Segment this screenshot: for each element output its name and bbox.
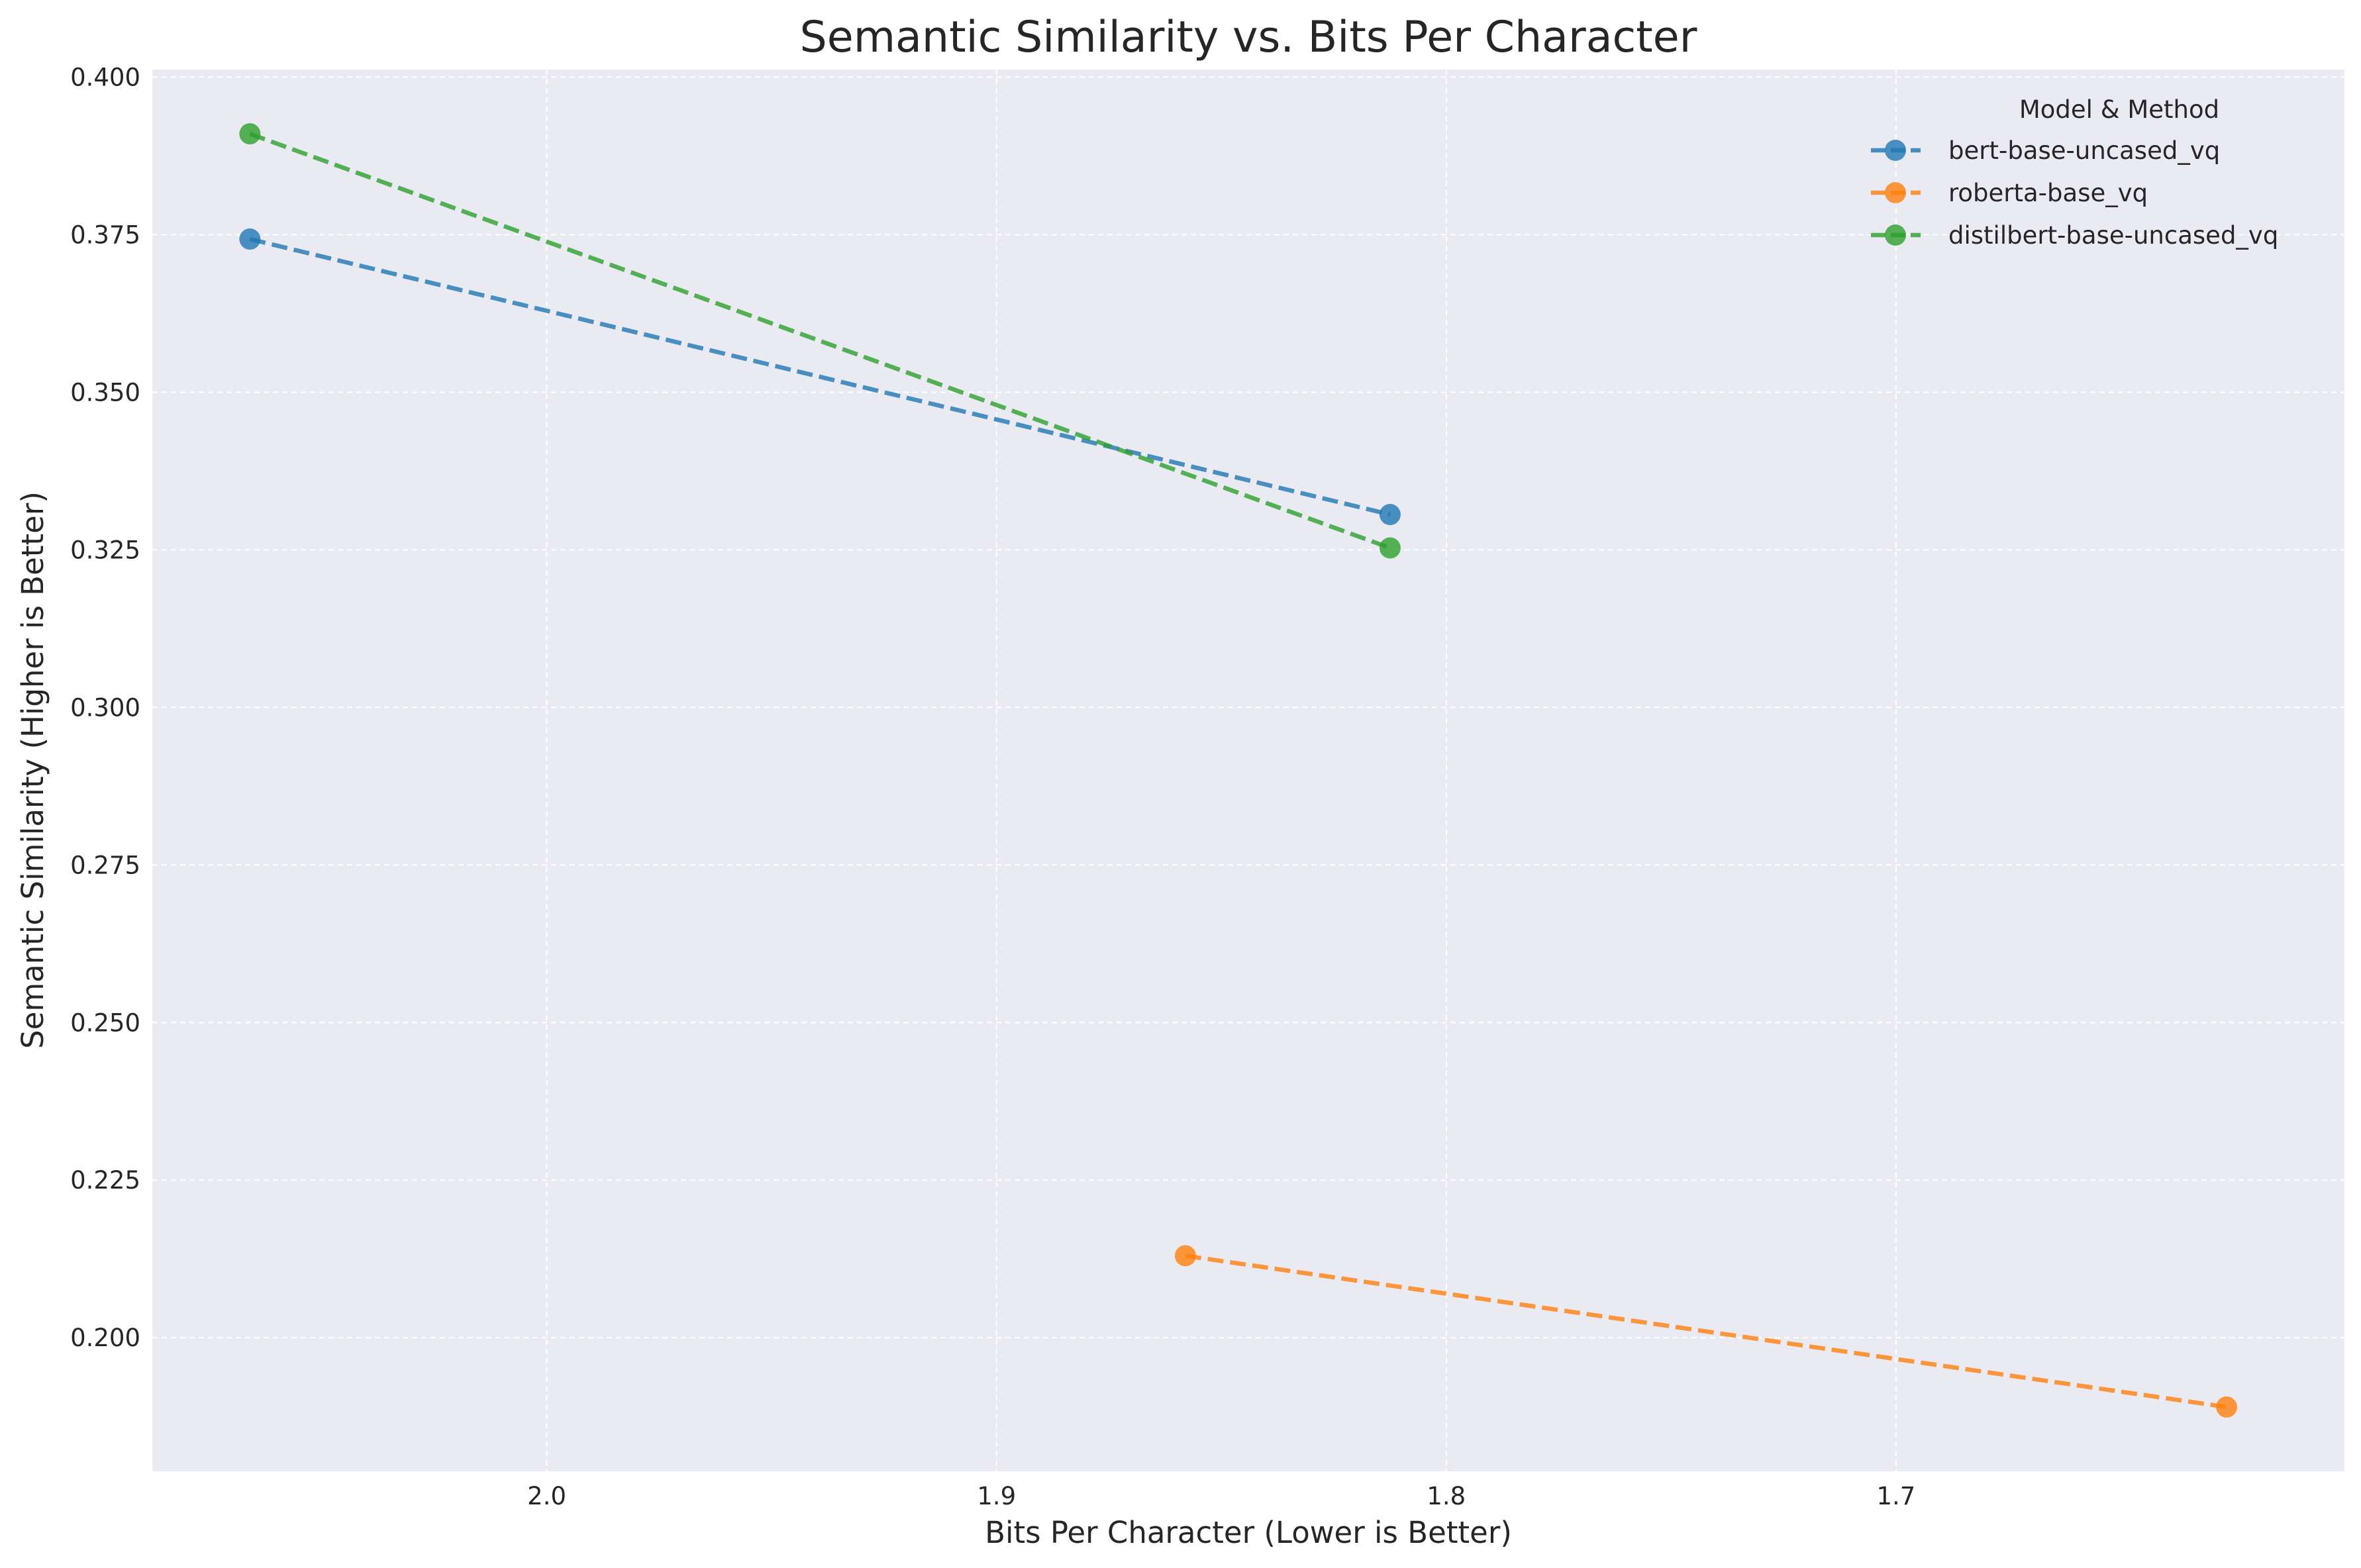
series-line	[249, 236, 1391, 517]
legend-entries: bert-base-uncased_vq roberta-base_vqdisti…	[1871, 136, 2278, 250]
series-layer	[239, 123, 2238, 1418]
data-point	[2216, 1396, 2238, 1418]
legend-label: roberta-base_vq	[1948, 179, 2148, 207]
y-tick-label: 0.300	[70, 693, 140, 722]
y-axis-label: Semantic Similarity (Higher is Better)	[15, 491, 50, 1049]
y-tick-label: 0.275	[70, 851, 140, 879]
legend-label: bert-base-uncased_vq	[1948, 136, 2220, 165]
data-point	[239, 123, 261, 145]
x-tick-label: 1.9	[977, 1482, 1016, 1510]
tick-labels: 2.0 1.9 1.8 1.7 0.200 0.225 0.250 0.275 0.300 0.3…	[70, 63, 1915, 1510]
data-point	[1379, 504, 1401, 526]
chart-title: Semantic Similarity vs. Bits Per Charact…	[799, 13, 1697, 62]
data-point	[1379, 537, 1401, 559]
y-tick-label: 0.375	[70, 220, 140, 249]
legend-title: Model & Method	[2019, 95, 2219, 124]
legend-marker	[1885, 182, 1906, 203]
legend-entry: roberta-base_vq	[1871, 179, 2148, 207]
data-point	[239, 228, 261, 250]
legend: Model & Method bert-base-uncased_vqrober…	[1871, 95, 2278, 250]
plot-background	[152, 70, 2344, 1471]
data-point	[1174, 1245, 1196, 1267]
legend-marker	[1885, 224, 1906, 246]
legend-entry: distilbert-base-uncased_vq	[1871, 221, 2278, 250]
x-tick-label: 1.8	[1427, 1482, 1466, 1510]
series-roberta-base_vq	[1174, 1245, 2238, 1418]
x-tick-label: 2.0	[527, 1482, 566, 1510]
series-line	[1185, 1253, 2227, 1410]
y-tick-label: 0.250	[70, 1008, 140, 1037]
series-bert-base-uncased_vq	[239, 228, 1401, 526]
y-tick-label: 0.200	[70, 1324, 140, 1352]
x-axis-label: Bits Per Character (Lower is Better)	[985, 1515, 1512, 1550]
grid	[152, 70, 2344, 1471]
legend-marker	[1885, 140, 1906, 161]
y-tick-label: 0.325	[70, 536, 140, 564]
series-distilbert-base-uncased_vq	[239, 123, 1401, 559]
y-tick-label: 0.225	[70, 1166, 140, 1195]
legend-label: distilbert-base-uncased_vq	[1948, 221, 2278, 250]
legend-entry: bert-base-uncased_vq	[1871, 136, 2220, 165]
x-tick-label: 1.7	[1877, 1482, 1916, 1510]
y-tick-label: 0.400	[70, 63, 140, 91]
y-tick-label: 0.350	[70, 378, 140, 407]
